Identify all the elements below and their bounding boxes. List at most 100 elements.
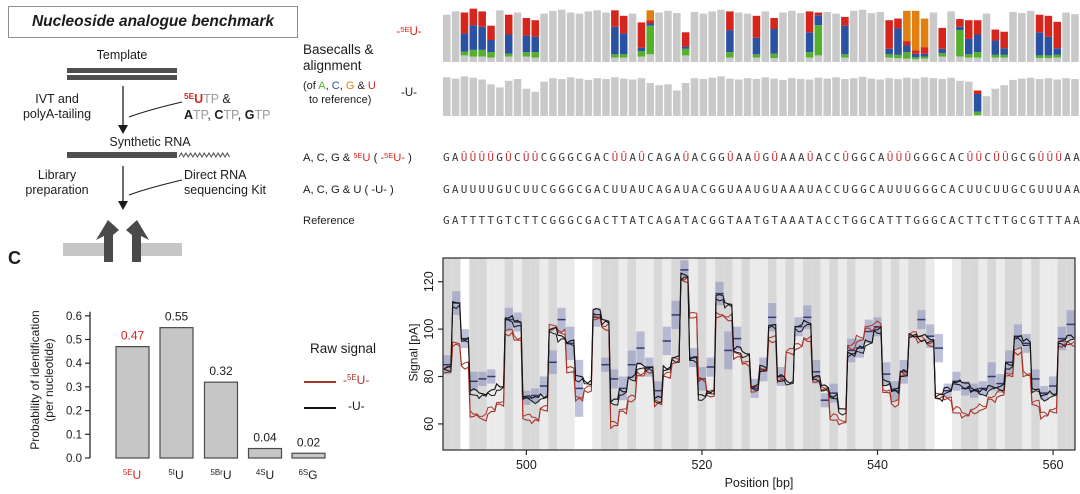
seq-char: G [922, 214, 932, 227]
basecall-bar-segment [1053, 79, 1062, 116]
rich-text-part: A [184, 108, 194, 122]
basecall-bar-segment [566, 77, 575, 116]
basecall-bar-segment [1035, 58, 1044, 62]
seq-label-5eu: A, C, G & 5EU ( -5EU- ) [303, 150, 412, 164]
seq-char: T [727, 214, 736, 227]
seq-char: G [709, 183, 719, 196]
seq-char: C [540, 214, 550, 227]
basecall-bar-segment [504, 56, 513, 62]
rich-text-part: 5E [384, 150, 394, 160]
panel-c-value-label: 0.04 [253, 431, 277, 445]
seq-char: A [691, 183, 701, 196]
basecall-bar-segment [584, 11, 593, 62]
seq-char: Û [806, 151, 816, 164]
basecall-bar-segment [1053, 57, 1062, 62]
basecall-bar-segment [1044, 36, 1053, 56]
seq-char: A [656, 214, 665, 227]
position-band [759, 258, 768, 450]
seq-char: U [993, 183, 1003, 196]
ivt-label-line1: IVT and [35, 92, 79, 106]
seq-char: A [780, 214, 790, 227]
panel-c-xlabel-4su: 4SU [240, 468, 290, 482]
basecall-bar-segment [522, 52, 531, 57]
panel-c-xlabel-5bru: 5BrU [196, 468, 246, 482]
rich-text-part: TP [223, 108, 238, 122]
rich-text-part: -U- [348, 399, 365, 413]
basecall-bar-segment [956, 80, 964, 116]
seq-char: U [886, 183, 896, 196]
position-band [1057, 258, 1067, 450]
basecall-bar-segment [956, 26, 964, 31]
seq-char: G [443, 183, 452, 196]
seq-char: T [904, 214, 914, 227]
seq-char: C [957, 151, 967, 164]
seq-char: T [1037, 214, 1047, 227]
seq-char: Û [460, 151, 470, 164]
panel-c-bar [203, 381, 239, 459]
signal-xtick-label: 500 [516, 458, 537, 472]
seq-char: A [877, 214, 887, 227]
seq-char: A [798, 151, 807, 164]
basecall-bar-segment [991, 54, 1000, 58]
basecall-bar-segment [973, 115, 982, 116]
seq-char: A [780, 183, 790, 196]
seq-char: C [540, 183, 550, 196]
basecall-bar-segment [770, 58, 778, 62]
basecall-bar-segment [1009, 11, 1017, 62]
rich-text-part: 5E [184, 92, 195, 102]
seq-char: G [1028, 151, 1038, 164]
basecall-bar-segment [947, 11, 955, 62]
basecall-bar-segment [973, 111, 982, 116]
seq-char: G [549, 183, 559, 196]
position-band [451, 258, 461, 450]
seq-char: U [975, 183, 985, 196]
basecall-bar-segment [973, 94, 982, 112]
panel-c-ytick-label: 0.5 [66, 335, 82, 347]
basecall-bar-segment [726, 30, 734, 53]
basecall-bar-segment [796, 79, 805, 116]
rich-text-part: 4S [255, 468, 266, 478]
seq-char: C [833, 151, 843, 164]
basecall-bar-segment [973, 90, 982, 94]
basecall-bar-segment [752, 54, 761, 58]
basecall-bar-segment [460, 55, 469, 62]
seq-char: C [1019, 183, 1029, 196]
basecall-bar-segment [920, 18, 929, 48]
basecall-bar-segment [531, 91, 540, 116]
position-band [802, 258, 812, 450]
benchmark-title-box: Nucleoside analogue benchmark [8, 6, 298, 38]
position-band [829, 258, 838, 450]
basecall-bar-segment [938, 48, 946, 54]
seq-char: C [647, 214, 656, 227]
rich-text-part: & [354, 80, 368, 92]
panel-c-ytick-label: 0.0 [66, 453, 82, 465]
rich-text-part: TP [203, 92, 219, 106]
rich-text-part: - [396, 26, 401, 38]
rich-text-part: C [331, 80, 340, 92]
position-band [1039, 258, 1049, 450]
basecall-bar-segment [513, 79, 522, 116]
basecall-bar-segment [911, 50, 920, 54]
basecall-bar-segment [681, 83, 690, 116]
basecall-bar-segment [903, 58, 911, 62]
seq-char: U [460, 183, 470, 196]
seq-char: A [815, 214, 825, 227]
basecall-bar-segment [690, 78, 699, 116]
ivt-label: IVT and polyA-tailing [2, 92, 112, 122]
basecall-bar-segment [593, 78, 601, 116]
seq-char: G [931, 183, 940, 196]
basecall-stack-5eu [443, 8, 1079, 63]
probability-bar-chart: 0.0 0.1 0.2 0.3 0.4 0.5 0.6 0.47 0.55 0.32 0.04 0.0… [66, 310, 326, 465]
seq-char: C [869, 183, 878, 196]
seq-char: A [1064, 183, 1074, 196]
basecall-stack-u [443, 76, 1079, 116]
position-band [785, 258, 795, 450]
seq-char: G [1028, 183, 1038, 196]
panel-c-value-label: 0.02 [297, 435, 321, 449]
basecall-bar-segment [478, 49, 486, 57]
seq-char: T [478, 214, 488, 227]
seq-char: Û [505, 151, 514, 164]
seq-char: U [478, 183, 488, 196]
seq-char: A [877, 183, 887, 196]
workflow-diagram [63, 68, 231, 262]
